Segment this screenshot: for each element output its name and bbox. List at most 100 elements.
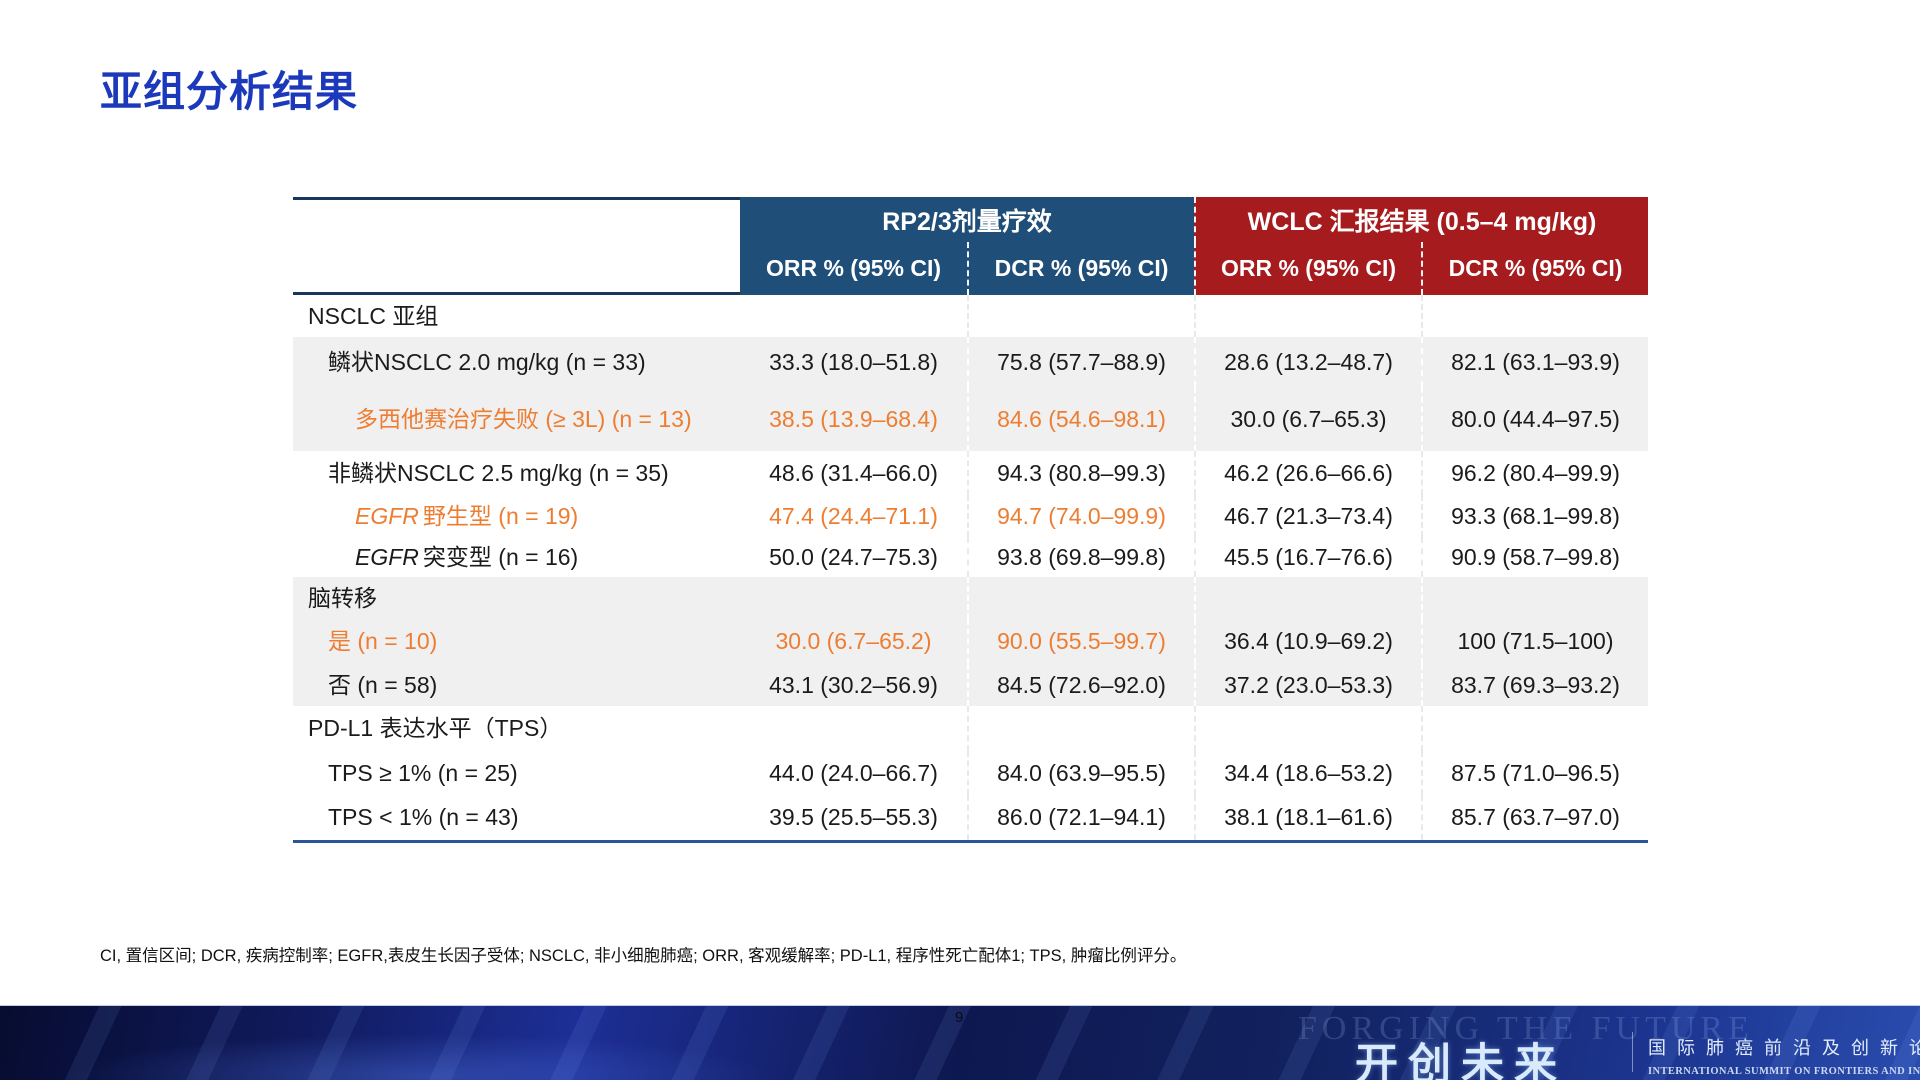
value-cell-dcr-1: 94.3 (80.8–99.3) [967,451,1194,495]
value-cell-orr-1: 50.0 (24.7–75.3) [769,543,938,570]
value-cell-orr-2: 28.6 (13.2–48.7) [1194,337,1421,387]
value-cell-dcr-2: 96.2 (80.4–99.9) [1421,451,1648,495]
value-cell-dcr-2: 100 (71.5–100) [1421,619,1648,664]
row-label-text: TPS < 1% (n = 43) [328,804,519,831]
value-cell-dcr-2 [1421,577,1648,619]
row-label: TPS ≥ 1% (n = 25) [293,760,518,786]
results-table: RP2/3剂量疗效 WCLC 汇报结果 (0.5–4 mg/kg) ORR % … [293,197,1648,843]
page-title: 亚组分析结果 [100,68,359,115]
row-label-text: NSCLC 亚组 [308,302,439,329]
row-label-text: 突变型 (n = 16) [422,543,579,570]
brand-divider [1632,1032,1633,1072]
value-cell-dcr-1: 75.8 (57.7–88.9) [967,337,1194,387]
footer-banner: 9 FORGING THE FUTURE 开创未来 国际肺癌前沿及创新论坛 IN… [0,1005,1920,1080]
value-cell-dcr-2: 87.5 (71.0–96.5) [1421,751,1648,795]
value-cell-orr-2 [1194,706,1421,751]
value-cell-dcr-1: 84.6 (54.6–98.1) [967,387,1194,451]
value-cell-dcr-2: 82.1 (63.1–93.9) [1421,337,1648,387]
value-cell-dcr-1: 86.0 (72.1–94.1) [967,795,1194,840]
value-cell-orr-2: 46.2 (26.6–66.6) [1194,451,1421,495]
footnote: CI, 置信区间; DCR, 疾病控制率; EGFR,表皮生长因子受体; NSC… [100,947,1187,965]
value-cell-dcr-1 [967,295,1194,337]
value-cell-orr-2 [1194,577,1421,619]
row-label: NSCLC 亚组 [293,303,438,329]
value-cell-orr-2: 36.4 (10.9–69.2) [1194,619,1421,664]
table-row: 非鳞状NSCLC 2.5 mg/kg (n = 35) 48.6 (31.4–6… [293,451,1648,495]
value-cell-orr-2 [1194,295,1421,337]
value-cell-dcr-2: 83.7 (69.3–93.2) [1421,664,1648,706]
table-row: 否 (n = 58) 43.1 (30.2–56.9) 84.5 (72.6–9… [293,664,1648,706]
group-header-wclc: WCLC 汇报结果 (0.5–4 mg/kg) [1194,197,1648,242]
table-row: 多西他赛治疗失败 (≥ 3L) (n = 13) 38.5 (13.9–68.4… [293,387,1648,451]
row-label-text: 鳞状NSCLC 2.0 mg/kg (n = 33) [328,348,646,375]
row-label: 否 (n = 58) [293,672,437,698]
value-cell-orr-1: 33.3 (18.0–51.8) [769,348,938,375]
table-row: NSCLC 亚组 [293,295,1648,337]
value-cell-orr-1: 44.0 (24.0–66.7) [769,759,938,786]
summit-title-en: INTERNATIONAL SUMMIT ON FRONTIERS AND IN… [1648,1066,1920,1077]
row-label: 是 (n = 10) [293,628,437,654]
value-cell-dcr-1: 93.8 (69.8–99.8) [967,537,1194,577]
row-label-text: 否 (n = 58) [328,671,438,698]
value-cell-orr-2: 38.1 (18.1–61.6) [1194,795,1421,840]
value-cell-dcr-1 [967,577,1194,619]
column-header-dcr-1: DCR % (95% CI) [967,242,1194,295]
value-cell-orr-1: 38.5 (13.9–68.4) [769,405,938,432]
table-row: TPS < 1% (n = 43) 39.5 (25.5–55.3) 86.0 … [293,795,1648,840]
value-cell-dcr-1: 94.7 (74.0–99.9) [967,495,1194,537]
value-cell-orr-1: 30.0 (6.7–65.2) [775,628,932,655]
value-cell-dcr-1: 90.0 (55.5–99.7) [967,619,1194,664]
value-cell-orr-2: 37.2 (23.0–53.3) [1194,664,1421,706]
summit-block: 国际肺癌前沿及创新论坛 INTERNATIONAL SUMMIT ON FRON… [1648,1034,1920,1077]
header-corner-cell [293,197,740,295]
row-label-italic-prefix: EGFR [355,543,419,570]
brand-logo-text: 开创未来 [1355,1041,1567,1080]
value-cell-orr-2: 46.7 (21.3–73.4) [1194,495,1421,537]
row-label: TPS < 1% (n = 43) [293,804,518,830]
row-label: 鳞状NSCLC 2.0 mg/kg (n = 33) [293,349,646,375]
row-label: 脑转移 [293,585,377,611]
page-number: 9 [955,1009,964,1026]
table-row: 鳞状NSCLC 2.0 mg/kg (n = 33) 33.3 (18.0–51… [293,337,1648,387]
group-header-rp23: RP2/3剂量疗效 [740,197,1194,242]
value-cell-dcr-2: 85.7 (63.7–97.0) [1421,795,1648,840]
table-row: TPS ≥ 1% (n = 25) 44.0 (24.0–66.7) 84.0 … [293,751,1648,795]
value-cell-dcr-2: 80.0 (44.4–97.5) [1421,387,1648,451]
value-cell-orr-2: 34.4 (18.6–53.2) [1194,751,1421,795]
row-label-text: 多西他赛治疗失败 (≥ 3L) (n = 13) [355,405,692,432]
value-cell-dcr-1 [967,706,1194,751]
value-cell-orr-1 [740,577,967,619]
row-label-text: TPS ≥ 1% (n = 25) [328,759,518,786]
table-body: NSCLC 亚组 鳞状NSCLC 2.0 mg/kg (n = 33) 33.3… [293,295,1648,843]
row-label-text: 是 (n = 10) [328,628,438,655]
brand-ghost-title: FORGING THE FUTURE [1298,1010,1754,1047]
row-label-text: 脑转移 [308,584,377,611]
summit-title-cn: 国际肺癌前沿及创新论坛 [1648,1038,1920,1058]
table-header: RP2/3剂量疗效 WCLC 汇报结果 (0.5–4 mg/kg) ORR % … [293,197,1648,295]
value-cell-dcr-2: 90.9 (58.7–99.8) [1421,537,1648,577]
brand-block: FORGING THE FUTURE 开创未来 国际肺癌前沿及创新论坛 INTE… [1280,1006,1920,1080]
row-label-text: 非鳞状NSCLC 2.5 mg/kg (n = 35) [328,459,669,486]
value-cell-dcr-2 [1421,706,1648,751]
table-row: EGFR 野生型 (n = 19) 47.4 (24.4–71.1) 94.7 (… [293,495,1648,537]
table-row: PD-L1 表达水平（TPS） [293,706,1648,751]
row-label-italic-prefix: EGFR [355,502,419,529]
row-label-text: PD-L1 表达水平（TPS） [308,715,563,742]
row-label: EGFR 突变型 (n = 16) [293,544,578,570]
row-label: EGFR 野生型 (n = 19) [293,503,578,529]
table-row: 脑转移 [293,577,1648,619]
table-row: 是 (n = 10) 30.0 (6.7–65.2) 90.0 (55.5–99… [293,619,1648,664]
row-label-text: 野生型 (n = 19) [422,502,579,529]
value-cell-orr-1 [740,706,967,751]
value-cell-dcr-2 [1421,295,1648,337]
value-cell-orr-1: 48.6 (31.4–66.0) [769,459,938,486]
row-label: 非鳞状NSCLC 2.5 mg/kg (n = 35) [293,460,669,486]
value-cell-orr-1: 43.1 (30.2–56.9) [769,671,938,698]
table-row: EGFR 突变型 (n = 16) 50.0 (24.7–75.3) 93.8 (… [293,537,1648,577]
value-cell-orr-1: 47.4 (24.4–71.1) [769,502,938,529]
value-cell-orr-1: 39.5 (25.5–55.3) [769,804,938,831]
value-cell-orr-2: 45.5 (16.7–76.6) [1194,537,1421,577]
value-cell-orr-1 [740,295,967,337]
value-cell-dcr-1: 84.5 (72.6–92.0) [967,664,1194,706]
